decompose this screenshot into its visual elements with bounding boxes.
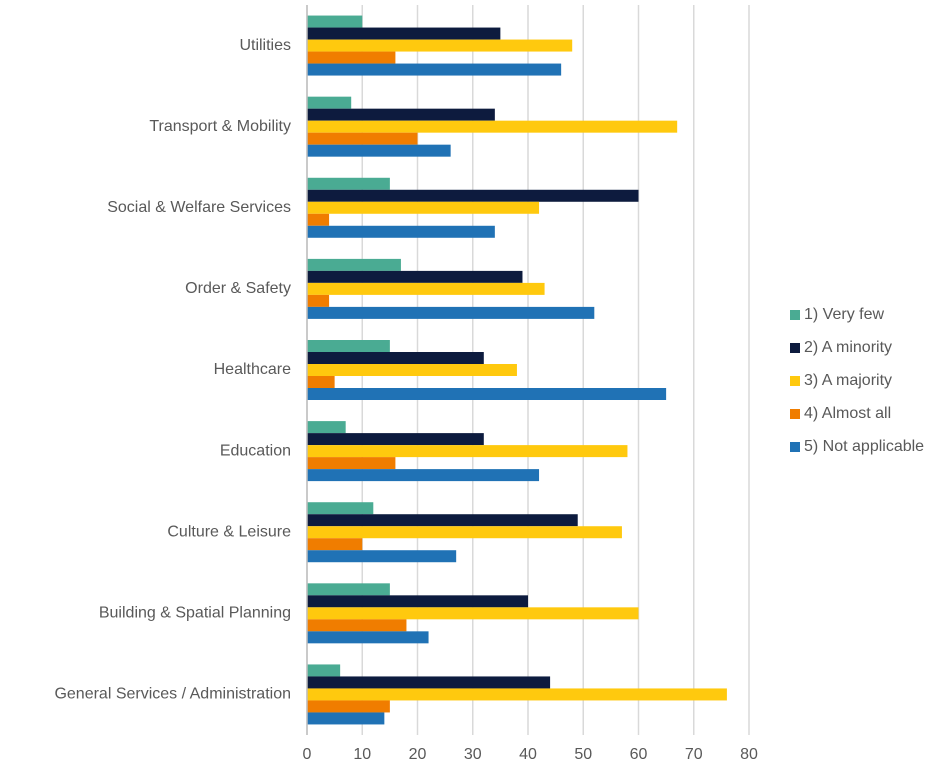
bar [307, 595, 528, 608]
bar [307, 201, 540, 214]
bar [307, 607, 639, 620]
bar [307, 583, 390, 596]
bar [307, 51, 396, 64]
y-tick-label: Social & Welfare Services [107, 199, 291, 216]
x-tick-label: 70 [685, 746, 703, 763]
bar [307, 550, 457, 563]
y-tick-label: Healthcare [214, 361, 291, 378]
y-tick-label: Order & Safety [185, 280, 291, 297]
x-tick-label: 30 [464, 746, 482, 763]
legend-label: 1) Very few [804, 306, 884, 323]
bar [307, 676, 551, 689]
bar [307, 108, 495, 121]
bar [307, 388, 667, 400]
bar [307, 189, 639, 202]
x-tick-label: 80 [740, 746, 758, 763]
legend-label: 2) A minority [804, 339, 892, 356]
bar [307, 270, 523, 283]
bar [307, 502, 374, 515]
bar [307, 213, 330, 226]
bar [307, 340, 390, 352]
bar [307, 177, 390, 190]
legend-swatch [790, 310, 800, 320]
bar [307, 63, 562, 76]
legend-label: 4) Almost all [804, 405, 891, 422]
bar [307, 538, 363, 551]
bar [307, 364, 517, 376]
bar [307, 445, 628, 458]
bar [307, 526, 622, 539]
bar [307, 306, 595, 319]
y-tick-label: General Services / Administration [54, 686, 291, 703]
y-tick-label: Transport & Mobility [149, 118, 291, 135]
y-tick-label: Utilities [239, 37, 291, 54]
bar [307, 700, 390, 713]
bar [307, 96, 352, 109]
bar [307, 619, 407, 632]
y-tick-label: Culture & Leisure [167, 523, 291, 540]
y-tick-label: Building & Spatial Planning [99, 605, 291, 622]
bar [307, 39, 573, 52]
bar [307, 469, 540, 482]
bar [307, 27, 501, 40]
y-tick-label: Education [220, 442, 291, 459]
bar [307, 376, 335, 388]
x-tick-label: 40 [519, 746, 537, 763]
bar [307, 225, 495, 238]
x-tick-label: 10 [353, 746, 371, 763]
bar [307, 664, 341, 677]
bar [307, 688, 727, 701]
bar [307, 282, 545, 295]
bar [307, 15, 363, 28]
x-tick-label: 20 [409, 746, 427, 763]
legend-swatch [790, 409, 800, 419]
legend-swatch [790, 376, 800, 386]
bar [307, 421, 346, 434]
bar [307, 514, 578, 527]
x-tick-label: 0 [303, 746, 312, 763]
x-tick-label: 50 [574, 746, 592, 763]
legend-swatch [790, 442, 800, 452]
bar [307, 712, 385, 725]
legend-label: 5) Not applicable [804, 438, 924, 455]
legend-label: 3) A majority [804, 372, 892, 389]
x-tick-label: 60 [630, 746, 648, 763]
bar [307, 120, 678, 133]
bar [307, 433, 484, 446]
bar [307, 132, 418, 145]
bar [307, 631, 429, 644]
bar [307, 258, 401, 271]
bar [307, 457, 396, 470]
bar [307, 352, 484, 364]
bar [307, 144, 451, 157]
bar [307, 294, 330, 307]
legend-swatch [790, 343, 800, 353]
